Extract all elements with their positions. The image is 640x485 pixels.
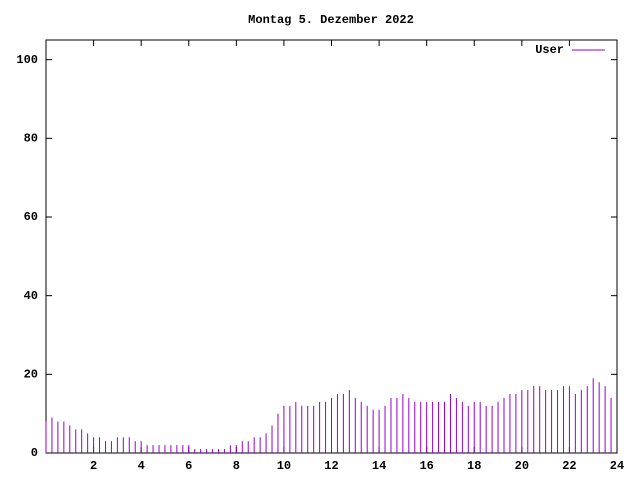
x-tick-label: 22 <box>562 459 576 473</box>
chart-title: Montag 5. Dezember 2022 <box>248 13 414 27</box>
x-tick-label: 12 <box>324 459 338 473</box>
y-tick-label: 60 <box>24 210 38 224</box>
legend-label: User <box>535 43 564 57</box>
x-tick-label: 6 <box>185 459 192 473</box>
y-tick-label: 100 <box>16 53 38 67</box>
x-tick-label: 16 <box>419 459 433 473</box>
x-tick-label: 20 <box>515 459 529 473</box>
x-tick-label: 2 <box>90 459 97 473</box>
y-tick-label: 20 <box>24 368 38 382</box>
y-tick-label: 0 <box>31 446 38 460</box>
x-tick-label: 14 <box>372 459 386 473</box>
x-tick-label: 8 <box>233 459 240 473</box>
x-tick-label: 24 <box>610 459 624 473</box>
x-tick-label: 18 <box>467 459 481 473</box>
y-tick-label: 80 <box>24 132 38 146</box>
x-tick-label: 4 <box>138 459 145 473</box>
x-tick-label: 10 <box>277 459 291 473</box>
y-tick-label: 40 <box>24 289 38 303</box>
